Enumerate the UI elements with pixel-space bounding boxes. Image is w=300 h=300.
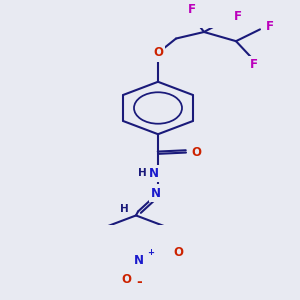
Text: -: - [136,275,142,289]
Text: N: N [151,187,161,200]
Text: +: + [147,248,154,257]
Text: O: O [122,273,132,286]
Text: O: O [191,146,201,159]
Text: O: O [174,246,184,259]
Text: N: N [149,167,159,180]
Text: F: F [266,20,274,33]
Text: F: F [188,3,196,16]
Text: N: N [134,254,144,266]
Text: H: H [138,168,146,178]
Text: O: O [153,46,163,59]
Text: F: F [234,10,242,23]
Text: H: H [120,204,128,214]
Text: F: F [250,58,258,71]
